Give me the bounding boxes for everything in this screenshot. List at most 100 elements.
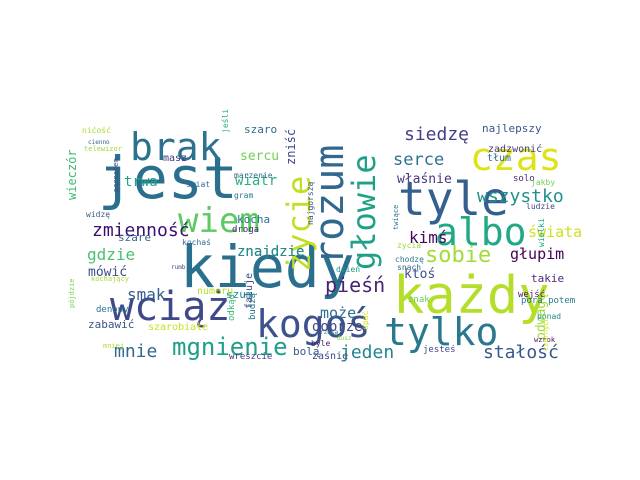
word-90: pójdzie — [68, 278, 76, 308]
word-32: trwa — [124, 174, 158, 190]
word-84: wielki — [537, 218, 546, 247]
word-1: jest — [98, 144, 238, 212]
word-3: każdy — [393, 266, 550, 326]
word-63: wejść — [518, 289, 545, 300]
word-26: smak — [127, 285, 166, 304]
word-47: znajdzie — [237, 244, 304, 260]
word-12: wiem — [178, 201, 260, 241]
word-6: kogoś — [256, 302, 370, 346]
word-43: zadzwonić — [488, 143, 542, 155]
word-57: wreszcie — [229, 352, 272, 362]
word-82: telewizor — [84, 145, 122, 153]
word-66: denony — [96, 305, 129, 315]
word-21: stałość — [483, 342, 559, 363]
word-96: rzeka — [320, 329, 338, 336]
word-4: wciąż — [110, 284, 230, 330]
word-70: najgorszą — [306, 181, 315, 225]
word-2: kiedy — [180, 233, 355, 301]
word-93: mniej — [103, 342, 124, 350]
word-55: szarobiałe — [148, 322, 208, 333]
word-5: tyle — [398, 172, 509, 226]
word-74: snach — [397, 263, 421, 272]
word-86: jakby — [531, 178, 555, 187]
word-22: mnie — [114, 341, 157, 362]
word-71: dzień — [336, 265, 360, 274]
word-11: albo — [435, 210, 527, 254]
word-51: szare — [118, 231, 151, 244]
word-7: tylko — [384, 310, 498, 354]
word-53: pora potem — [521, 296, 575, 306]
word-8: rozum — [307, 145, 353, 265]
word-9: brak — [130, 125, 222, 169]
word-78: widzę — [86, 210, 110, 219]
word-44: tłum — [487, 153, 511, 164]
word-30: dobrze — [312, 319, 363, 335]
word-64: znak — [408, 295, 430, 305]
word-60: odkąd — [227, 294, 237, 321]
word-16: sobie — [425, 243, 491, 268]
word-38: wieczór — [65, 149, 79, 200]
word-58: zaśnie — [312, 350, 348, 362]
word-85: ponad — [537, 312, 561, 321]
word-35: znajdzie — [237, 244, 304, 260]
word-31: głupim — [510, 245, 564, 263]
word-68: gram — [234, 191, 253, 200]
word-23: jeden — [340, 342, 394, 363]
word-37: właśnie — [397, 172, 452, 187]
word-33: wiatr — [235, 173, 277, 189]
word-40: odwagę — [534, 293, 549, 340]
word-62: faluje — [244, 273, 255, 309]
word-67: solo — [513, 174, 535, 184]
word-19: siedzę — [404, 124, 469, 145]
word-42: najlepszy — [482, 122, 542, 135]
word-cloud-words: jest kiedy każdy wciąż tyle kogoś tylko rozum br… — [65, 109, 582, 363]
word-28: świata — [528, 223, 582, 241]
word-77: poznałem — [112, 158, 120, 192]
word-59: jesteś — [423, 344, 456, 355]
word-52: masz — [163, 153, 187, 164]
word-95: dusz — [337, 335, 352, 342]
word-69: droga — [232, 225, 259, 235]
word-46: szum — [226, 288, 253, 301]
word-73: chodzę — [395, 255, 424, 264]
word-15: mgnienie — [172, 333, 288, 361]
word-13: głowie — [345, 154, 383, 270]
word-45: takie — [531, 272, 564, 285]
word-36: mówić — [88, 265, 127, 280]
word-56: bolą — [293, 345, 320, 358]
word-50: kocha — [237, 213, 270, 226]
word-61: budzą — [248, 293, 258, 320]
word-76: kochaś — [182, 237, 211, 247]
word-97: cienno — [88, 139, 110, 146]
word-75: marzenie — [234, 171, 273, 180]
word-10: czas — [470, 135, 562, 179]
word-81: jeśli — [220, 109, 230, 133]
word-88: wzrok — [534, 336, 556, 344]
word-65: spać — [360, 311, 370, 330]
word-79: nićość — [82, 125, 111, 135]
word-25: gdzie — [87, 245, 135, 264]
word-14: życie — [280, 176, 318, 272]
word-27: kimś — [409, 228, 448, 247]
word-48: zabawić — [88, 318, 134, 331]
word-20: zmienność — [92, 220, 190, 241]
word-83: ludzie — [526, 202, 555, 211]
word-92: twiące — [392, 205, 400, 230]
word-87: byle — [311, 339, 330, 348]
word-89: kochający — [91, 275, 129, 283]
word-29: może — [320, 304, 356, 322]
word-34: sercu — [240, 149, 279, 164]
word-41: ktoś — [404, 267, 435, 282]
word-94: rumb — [171, 264, 186, 271]
word-91: czarnych — [542, 317, 550, 351]
word-80: świat — [186, 179, 210, 189]
word-18: wszystko — [477, 186, 564, 207]
word-39: zniść — [284, 129, 298, 165]
word-54: numeru — [197, 286, 233, 297]
word-17: pieśń — [325, 273, 385, 297]
word-72: zycia — [397, 241, 421, 250]
word-24: serce — [393, 150, 444, 170]
word-49: szaro — [244, 123, 277, 136]
